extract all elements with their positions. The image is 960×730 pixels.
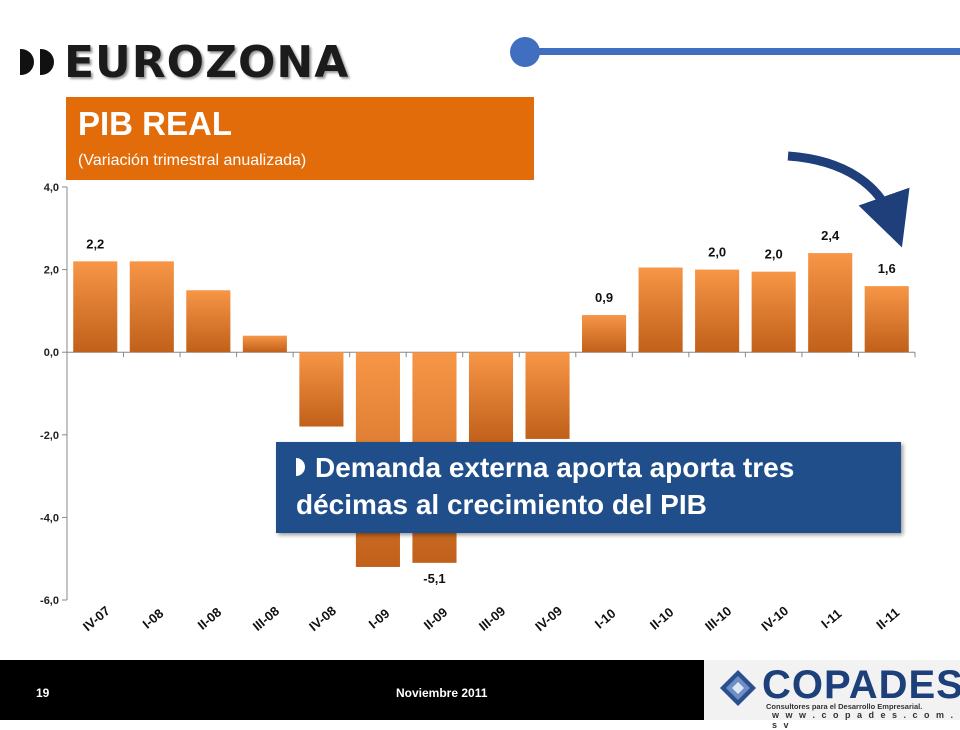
logo-tagline: Consultores para el Desarrollo Empresari…: [766, 702, 923, 711]
y-tick-label: 2,0: [44, 265, 59, 277]
chart-subtitle: (Variación trimestral anualizada): [78, 152, 307, 169]
callout-text-2: décimas al crecimiento del PIB: [296, 489, 707, 520]
bar-IV-10: [751, 271, 796, 353]
bar-IV-08: [299, 352, 344, 427]
callout-text-1: Demanda externa aporta aporta tres: [315, 452, 795, 483]
x-tick-label: II-10: [647, 604, 677, 632]
x-tick-label: IV-08: [306, 603, 339, 634]
decorative-line: [526, 48, 960, 55]
x-tick-label: II-11: [873, 605, 902, 633]
brand-marks-icon: [20, 49, 54, 75]
footer-date: Noviembre 2011: [396, 686, 488, 700]
brand-header: EUROZONA: [20, 36, 350, 88]
bar-I-10: [582, 315, 627, 353]
bar-II-10: [638, 267, 683, 353]
y-tick-label: -4,0: [40, 512, 59, 524]
chart-title: PIB REAL: [78, 105, 233, 142]
copades-logo-icon: [720, 670, 756, 706]
y-tick-label: -6,0: [40, 595, 59, 607]
bar-III-09: [468, 352, 514, 444]
bar-IV-07: [73, 261, 118, 353]
x-tick-label: I-08: [140, 606, 167, 632]
logo-url: w w w . c o p a d e s . c o m . s v: [772, 710, 956, 730]
bar-I-11: [808, 253, 853, 353]
logo-name: COPADES: [762, 663, 960, 707]
decorative-dot: [510, 37, 540, 67]
callout-line-1: Demanda externa aporta aporta tres: [296, 452, 794, 484]
x-tick-label: I-11: [818, 606, 844, 631]
y-tick-label: 0,0: [44, 347, 59, 359]
x-tick-label: II-08: [195, 604, 225, 632]
x-tick-label: I-09: [366, 606, 393, 632]
x-tick-label: IV-10: [758, 603, 791, 634]
footer-bar: 19 Noviembre 2011: [0, 660, 960, 720]
x-tick-label: IV-07: [80, 603, 113, 634]
page-number: 19: [36, 686, 50, 700]
callout-box: Demanda externa aporta aporta tres décim…: [276, 442, 901, 533]
y-tick-label: 4,0: [44, 182, 59, 194]
x-tick-label: III-08: [250, 603, 282, 634]
bar-I-08: [129, 261, 174, 353]
data-label: 2,2: [86, 236, 104, 251]
x-tick-label: III-09: [476, 603, 508, 634]
data-label: 1,6: [878, 261, 896, 276]
data-label: 2,4: [821, 228, 840, 243]
chart-title-box: PIB REAL (Variación trimestral anualizad…: [66, 97, 534, 180]
data-label: 0,9: [595, 290, 613, 305]
data-label: 2,0: [765, 247, 783, 262]
bar-IV-09: [525, 352, 570, 439]
x-tick-label: I-10: [592, 606, 619, 632]
trend-arrow-icon: [787, 151, 910, 248]
bar-III-10: [695, 269, 740, 353]
x-tick-label: II-09: [421, 604, 451, 632]
bar-III-08: [242, 335, 287, 353]
brand-title: EUROZONA: [64, 36, 350, 88]
data-label: 2,0: [708, 245, 726, 260]
bar-II-08: [186, 290, 231, 353]
bar-II-11: [864, 286, 909, 353]
x-tick-label: III-10: [702, 603, 734, 634]
data-label: -5,1: [423, 571, 445, 586]
y-tick-label: -2,0: [40, 430, 59, 442]
x-tick-label: IV-09: [532, 603, 565, 634]
bullet-icon: [296, 458, 305, 476]
